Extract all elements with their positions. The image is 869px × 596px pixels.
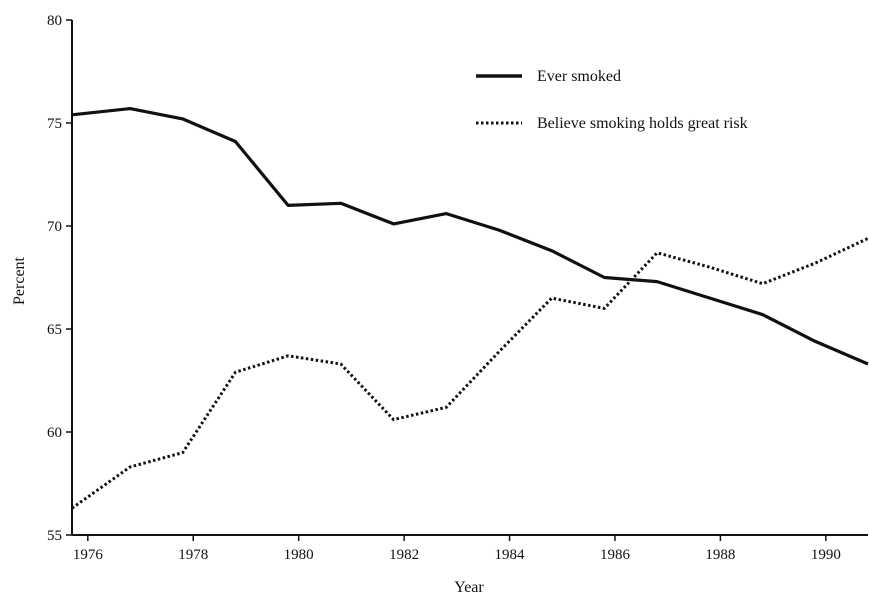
x-tick-label: 1984: [495, 547, 526, 563]
x-tick-label: 1988: [705, 547, 735, 563]
y-tick-label: 60: [47, 425, 62, 441]
y-tick-label: 75: [47, 116, 62, 132]
y-tick-label: 80: [47, 13, 62, 29]
x-tick-label: 1986: [600, 547, 631, 563]
x-tick-label: 1980: [284, 547, 314, 563]
x-axis-title: Year: [454, 579, 484, 596]
x-tick-label: 1990: [811, 547, 841, 563]
legend: Ever smoked Believe smoking holds great r…: [476, 68, 748, 132]
series-line-ever-smoked: [71, 106, 869, 366]
legend-label: Ever smoked: [537, 68, 621, 85]
series-lines: [71, 106, 869, 510]
x-tick-label: 1982: [389, 547, 419, 563]
y-tick-label: 65: [47, 322, 62, 338]
y-tick-label: 70: [47, 219, 62, 235]
x-tick-label: 1978: [178, 547, 208, 563]
series-line-great-risk: [71, 237, 869, 510]
axes: 55 60 65 70 75 80 1976 1978 1980 1982 1984 1986 1988…: [47, 13, 868, 563]
legend-label: Believe smoking holds great risk: [537, 115, 748, 132]
x-tick-label: 1976: [73, 547, 104, 563]
y-tick-label: 55: [47, 528, 62, 544]
y-axis-title: Percent: [11, 256, 28, 305]
